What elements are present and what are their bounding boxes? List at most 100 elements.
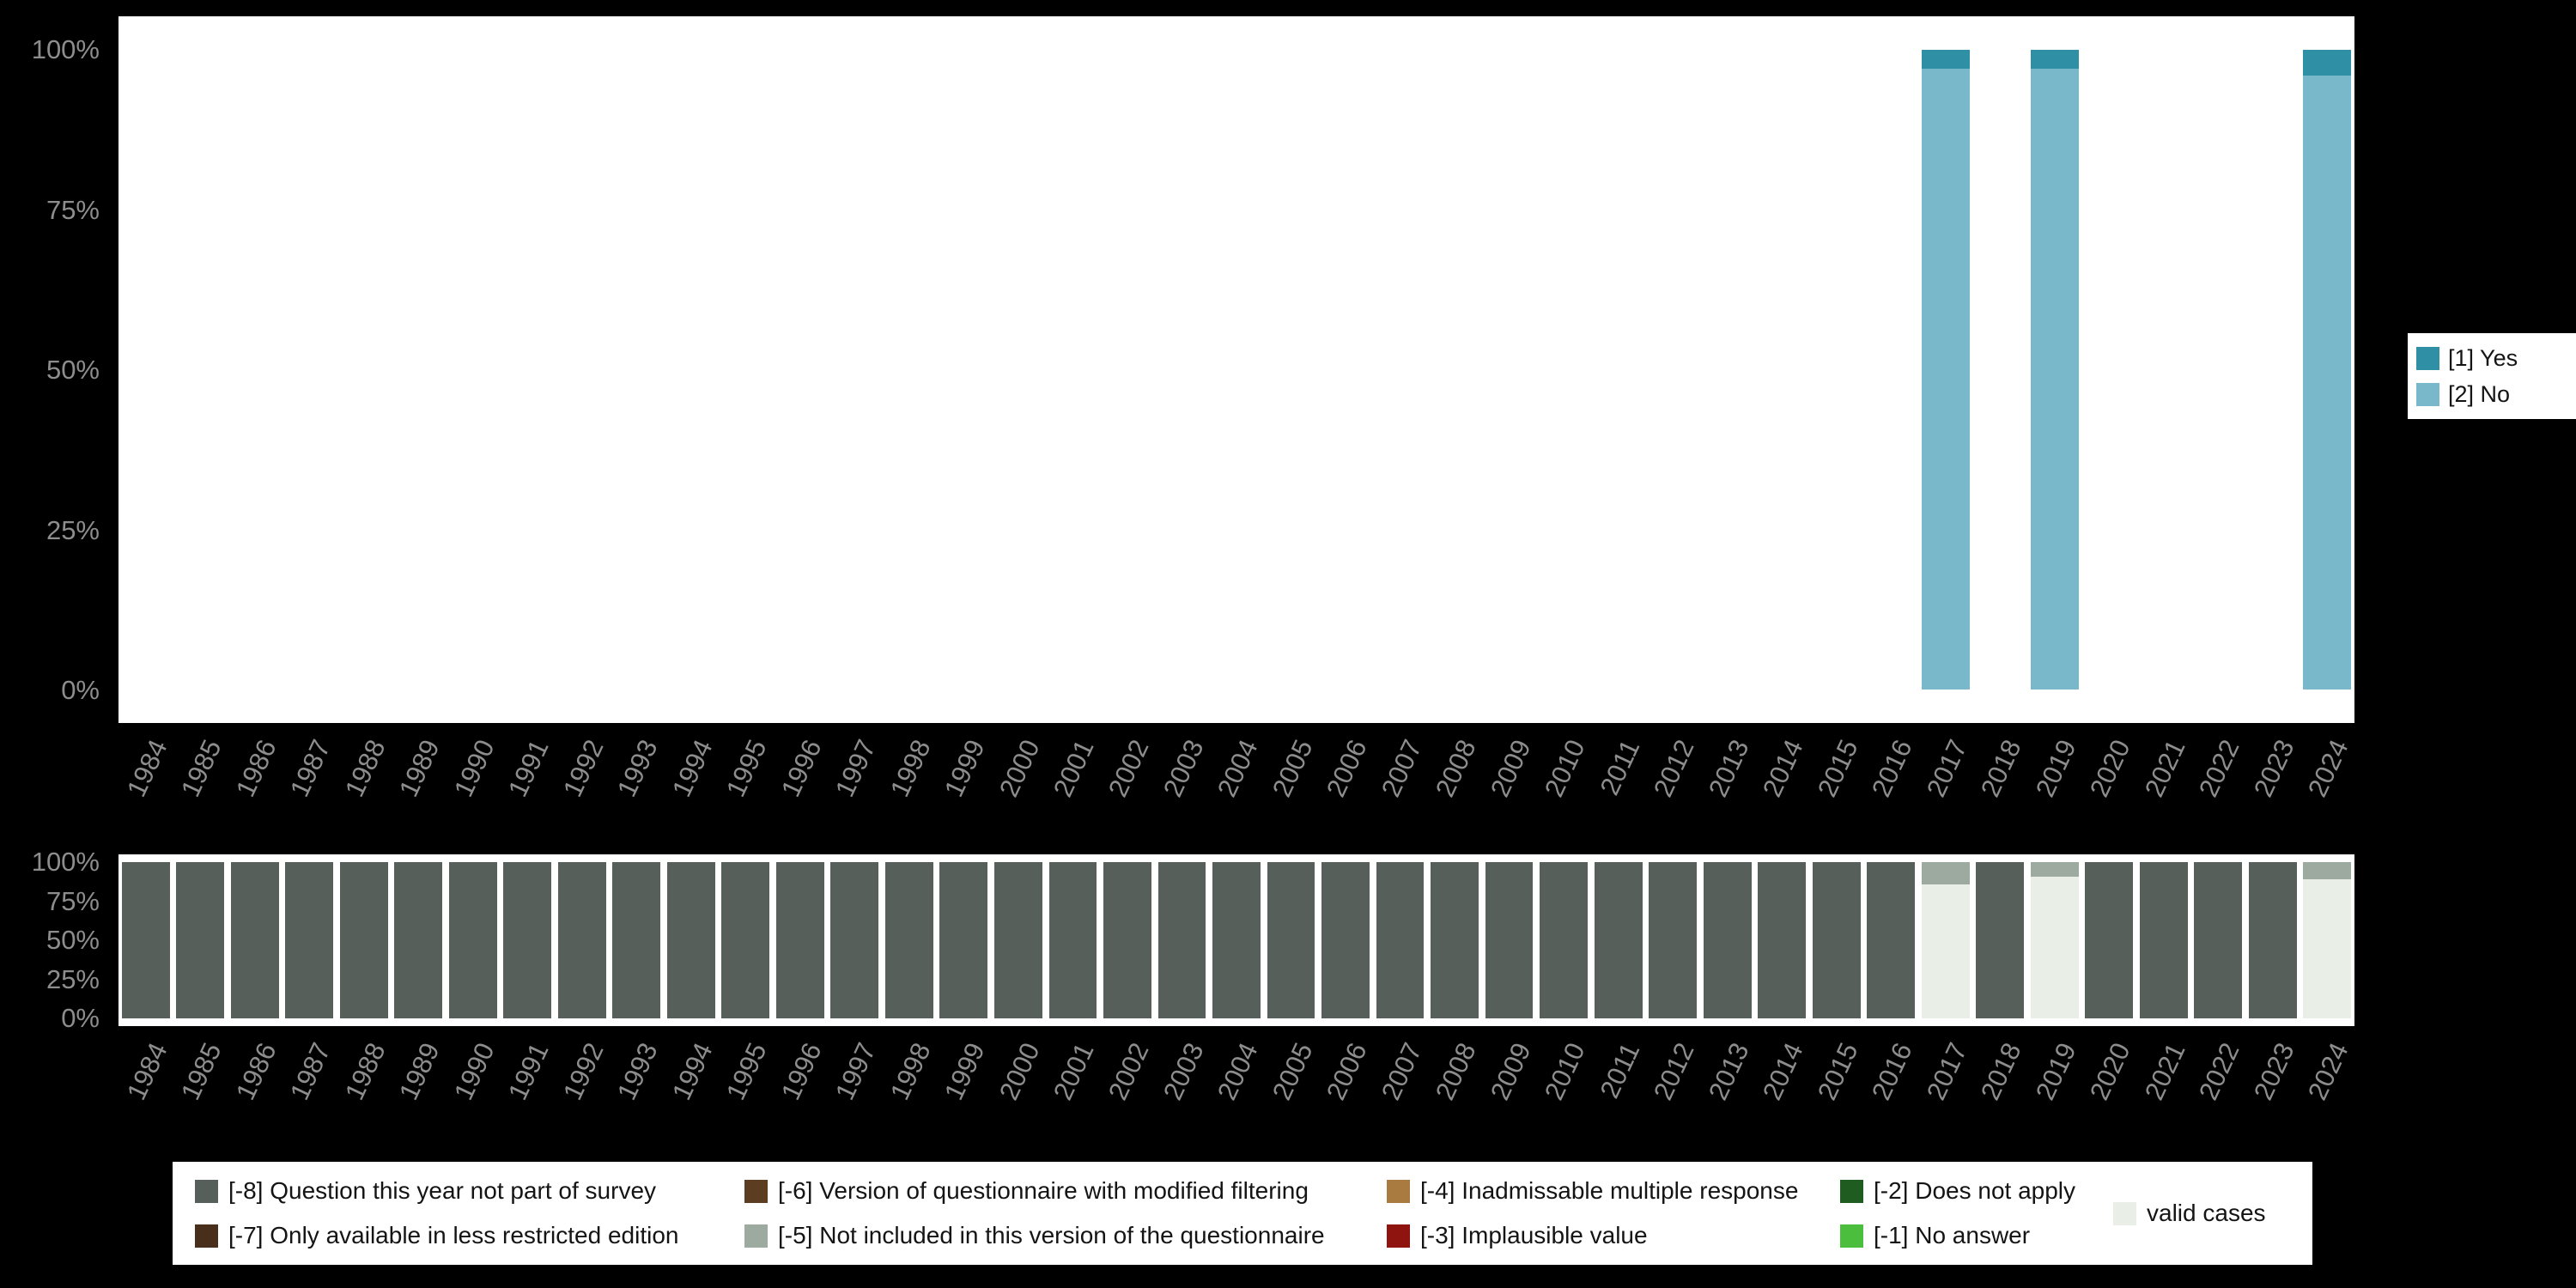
legend-column: [-4] Inadmissable multiple response [-3] … [1387,1169,1840,1258]
x-tick-label: 1994 [665,1038,719,1105]
bar-1989 [392,862,447,1018]
legend-label: [1] Yes [2448,344,2518,371]
x-tick-label: 2012 [1647,1038,1700,1105]
legend-swatch [1840,1179,1863,1203]
bar-2005 [1264,50,1319,690]
legend-label: [2] No [2448,380,2511,407]
bar-1993 [610,50,665,690]
bar-1984 [118,50,173,690]
x-tick-label: 2001 [1048,735,1101,802]
legend-swatch [1387,1179,1410,1203]
bar-segment-2001 [1048,862,1097,1018]
legend-label: [-1] No answer [1874,1222,2031,1249]
x-tick-label: 2010 [1538,735,1591,802]
missing-values-chart-plot [118,854,2354,1026]
bar-2015 [1809,50,1864,690]
bar-2021 [2136,862,2191,1018]
bar-1996 [773,50,828,690]
x-tick-label: 2004 [1211,1038,1264,1105]
x-tick-label: 2015 [1811,1038,1864,1105]
bar-segment-2022 [2194,862,2243,1018]
missing-values-chart-y-axis: 0% 25% 50% 75% 100% [0,847,110,1033]
x-tick-label: 2020 [2084,735,2136,802]
values-chart-plot-inner [118,49,2354,690]
bar-segment-1999 [939,862,988,1018]
bar-segment-1990 [448,862,497,1018]
bar-segment-1992 [557,862,606,1018]
bar-2018 [1972,862,2027,1018]
legend-swatch [2416,382,2439,406]
bar-2019 [2027,49,2082,690]
bar-segment-2017 [1921,884,1970,1018]
bar-segment-1986 [230,862,279,1018]
bar-segment-2003 [1157,862,1206,1018]
bar-2010 [1536,50,1591,690]
legend-item: [-2] Does not apply [1840,1169,2113,1213]
bar-1984 [118,862,173,1018]
x-tick-label: 2017 [1920,735,1973,802]
x-tick-label: 2021 [2138,1038,2191,1105]
x-tick-label: 2001 [1048,1038,1101,1105]
bar-2004 [1209,862,1264,1018]
bar-2007 [1373,50,1428,690]
bar-1992 [555,50,610,690]
bar-segment-2024 [2303,75,2352,690]
x-tick-label: 2024 [2302,1038,2354,1105]
x-tick-label: 2009 [1484,735,1537,802]
x-tick-label: 2013 [1702,735,1755,802]
x-tick-label: 1997 [829,735,883,802]
bar-segment-2012 [1649,862,1698,1018]
bar-2003 [1155,862,1210,1018]
bar-2012 [1645,50,1700,690]
bar-1999 [937,50,992,690]
x-tick-label: 2007 [1375,1038,1428,1105]
x-tick-label: 2005 [1266,1038,1319,1105]
bar-2014 [1754,50,1809,690]
legend-item: [-8] Question this year not part of surv… [195,1169,744,1213]
bar-segment-2017 [1921,69,1970,690]
y-tick-label: 0% [61,1003,100,1033]
y-tick-label: 0% [61,675,100,705]
bar-2008 [1427,50,1482,690]
legend-column: [-2] Does not apply [-1] No answer [1840,1169,2113,1258]
bar-segment-1993 [612,862,661,1018]
bar-2005 [1264,862,1319,1018]
bar-2001 [1046,862,1101,1018]
x-tick-label: 2023 [2247,1038,2300,1105]
bar-1992 [555,862,610,1018]
bar-segment-1985 [176,862,225,1018]
legend-label: [-7] Only available in less restricted e… [228,1222,679,1249]
bar-segment-2019 [2030,862,2079,877]
x-tick-label: 2016 [1865,735,1918,802]
bar-segment-1994 [666,862,715,1018]
bar-segment-1991 [503,862,552,1018]
x-tick-label: 2014 [1756,1038,1809,1105]
x-tick-label: 2020 [2084,1038,2136,1105]
x-tick-label: 1984 [120,1038,173,1105]
bar-1986 [228,50,283,690]
legend-item: [-3] Implausible value [1387,1213,1840,1258]
x-tick-label: 2000 [993,735,1046,802]
bar-2000 [991,50,1046,690]
bar-segment-2021 [2139,862,2188,1018]
legend-item: [-1] No answer [1840,1213,2113,1258]
x-tick-label: 1992 [556,735,610,802]
bar-2023 [2245,50,2300,690]
x-tick-label: 1987 [284,1038,337,1105]
bar-2021 [2136,50,2191,690]
bar-segment-2018 [1976,862,2025,1018]
legend-swatch [744,1224,768,1248]
bar-segment-2019 [2030,69,2079,690]
x-tick-label: 2019 [2029,1038,2082,1105]
bar-2018 [1972,50,2027,690]
x-tick-label: 1991 [502,735,556,802]
x-tick-label: 2018 [1975,735,2027,802]
x-tick-label: 2023 [2247,735,2300,802]
x-tick-label: 2009 [1484,1038,1537,1105]
x-tick-label: 2002 [1102,1038,1155,1105]
x-tick-label: 2017 [1920,1038,1973,1105]
y-tick-label: 50% [46,355,100,385]
bar-segment-2008 [1431,862,1479,1018]
y-tick-label: 25% [46,963,100,994]
